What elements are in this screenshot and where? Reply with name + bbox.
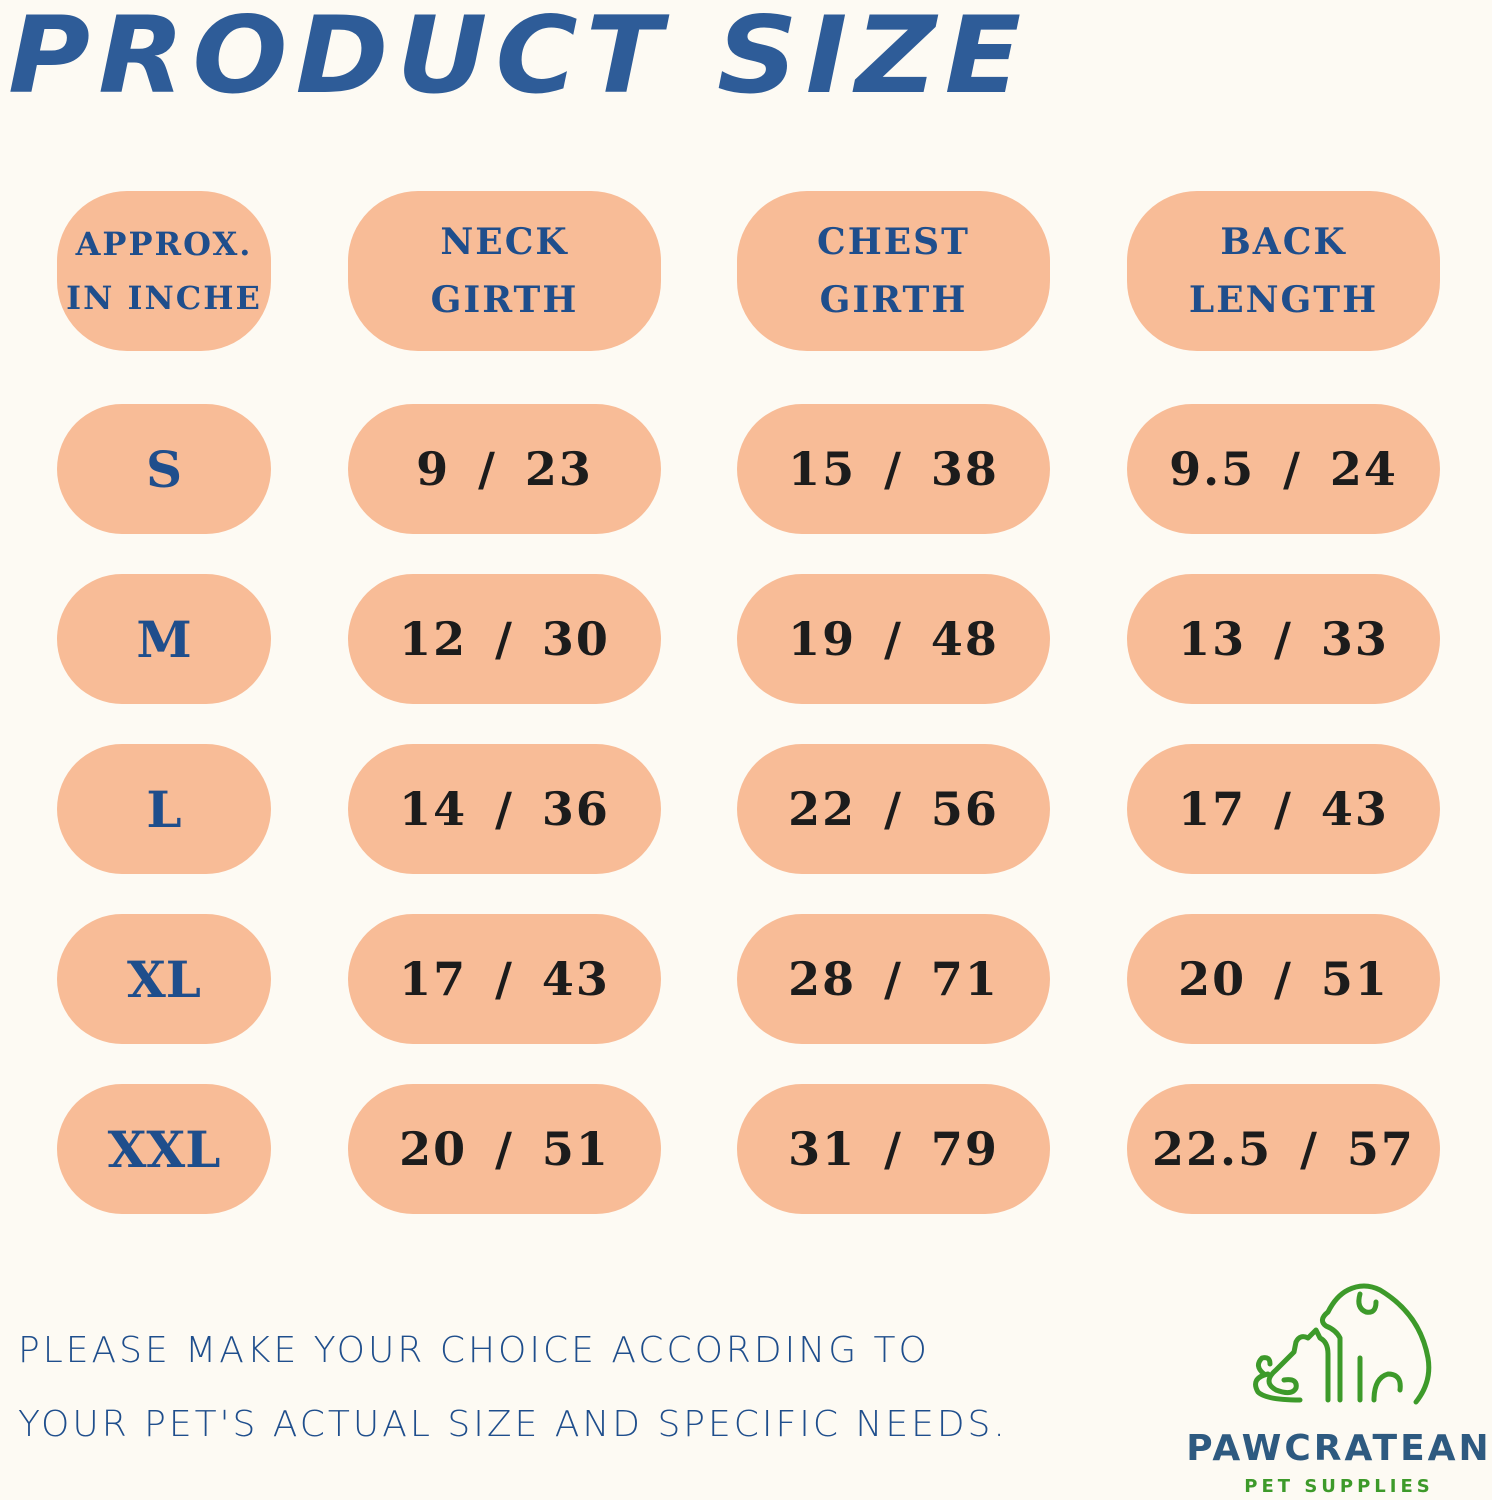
- back-value-cell: 17 / 43: [1127, 744, 1440, 874]
- header-label-line: GIRTH: [431, 271, 579, 329]
- chest-value-cell: 28 / 71: [737, 914, 1050, 1044]
- size-label-cell: L: [57, 744, 271, 874]
- neck-value-cell: 9 / 23: [348, 404, 661, 534]
- header-label-line: APPROX.: [66, 217, 262, 271]
- brand-name: PAWCRATEAN: [1186, 1428, 1492, 1469]
- note-line-2: YOUR PET'S ACTUAL SIZE AND SPECIFIC NEED…: [18, 1404, 1008, 1445]
- chest-value-cell: 22 / 56: [737, 744, 1050, 874]
- back-value-cell: 13 / 33: [1127, 574, 1440, 704]
- header-chest: CHESTGIRTH: [737, 191, 1050, 351]
- neck-value-cell: 14 / 36: [348, 744, 661, 874]
- brand-tagline: PET SUPPLIES: [1186, 1476, 1492, 1497]
- neck-value-cell: 20 / 51: [348, 1084, 661, 1214]
- page-title: PRODUCT SIZE: [8, 3, 1029, 109]
- header-neck: NECKGIRTH: [348, 191, 661, 351]
- back-value-cell: 22.5 / 57: [1127, 1084, 1440, 1214]
- header-size: APPROX.IN INCHE: [57, 191, 271, 351]
- note-line-1: PLEASE MAKE YOUR CHOICE ACCORDING TO: [18, 1330, 930, 1371]
- header-label-line: CHEST: [817, 213, 970, 271]
- size-label-cell: M: [57, 574, 271, 704]
- neck-value-cell: 12 / 30: [348, 574, 661, 704]
- neck-value-cell: 17 / 43: [348, 914, 661, 1044]
- back-value-cell: 20 / 51: [1127, 914, 1440, 1044]
- header-label-line: LENGTH: [1189, 271, 1378, 329]
- header-label-line: BACK: [1189, 213, 1378, 271]
- dog-and-cat-outline-icon: [1240, 1278, 1440, 1414]
- header-back: BACKLENGTH: [1127, 191, 1440, 351]
- chest-value-cell: 15 / 38: [737, 404, 1050, 534]
- header-label-line: IN INCHE: [66, 271, 262, 325]
- header-label-line: GIRTH: [817, 271, 970, 329]
- header-label-line: NECK: [431, 213, 579, 271]
- size-label-cell: S: [57, 404, 271, 534]
- chest-value-cell: 31 / 79: [737, 1084, 1050, 1214]
- back-value-cell: 9.5 / 24: [1127, 404, 1440, 534]
- size-label-cell: XXL: [57, 1084, 271, 1214]
- size-label-cell: XL: [57, 914, 271, 1044]
- chest-value-cell: 19 / 48: [737, 574, 1050, 704]
